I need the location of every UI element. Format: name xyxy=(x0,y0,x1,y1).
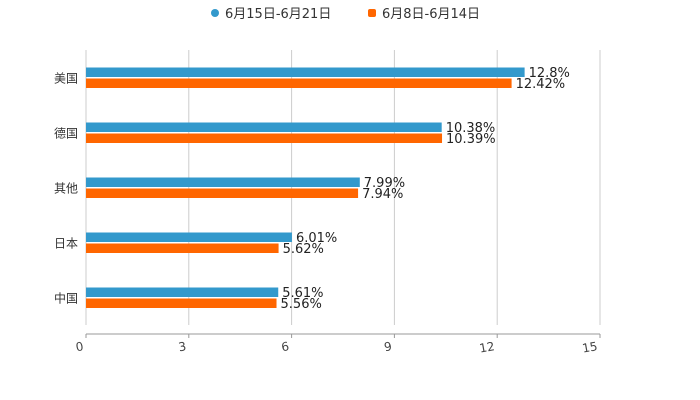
data-label: 12.8% xyxy=(529,66,570,81)
x-tick-label: 12 xyxy=(478,339,495,355)
category-label: 美国 xyxy=(54,72,78,86)
category-label: 其他 xyxy=(54,182,78,196)
legend-item-label[interactable]: 6月8日-6月14日 xyxy=(382,7,480,22)
bar-current-week xyxy=(86,232,292,242)
bar-previous-week xyxy=(86,133,443,143)
x-tick-label: 3 xyxy=(177,339,187,354)
data-label: 5.62% xyxy=(283,242,324,257)
bar-previous-week xyxy=(86,188,359,198)
data-label: 7.99% xyxy=(364,176,405,191)
bar-current-week xyxy=(86,67,525,77)
bar-current-week xyxy=(86,122,442,132)
x-tick-label: 6 xyxy=(280,339,290,354)
bar-previous-week xyxy=(86,298,277,308)
data-label: 7.94% xyxy=(362,187,403,202)
legend-item-marker[interactable] xyxy=(368,9,376,17)
data-label: 5.56% xyxy=(281,297,322,312)
legend-item-label[interactable]: 6月15日-6月21日 xyxy=(225,7,331,22)
data-label: 6.01% xyxy=(296,231,337,246)
x-tick-label: 9 xyxy=(383,339,393,354)
data-label: 5.61% xyxy=(282,286,323,301)
bar-current-week xyxy=(86,177,360,187)
x-tick-label: 15 xyxy=(581,339,598,355)
legend-item-marker[interactable] xyxy=(211,9,219,17)
bar-current-week xyxy=(86,287,279,297)
bar-previous-week xyxy=(86,243,279,253)
data-label: 12.42% xyxy=(516,77,566,92)
data-label: 10.38% xyxy=(446,121,496,136)
category-label: 中国 xyxy=(54,291,78,306)
data-label: 10.39% xyxy=(446,132,496,147)
category-label: 日本 xyxy=(54,237,78,251)
x-tick-label: 0 xyxy=(75,339,85,354)
category-label: 德国 xyxy=(54,126,78,141)
bar-previous-week xyxy=(86,78,512,88)
